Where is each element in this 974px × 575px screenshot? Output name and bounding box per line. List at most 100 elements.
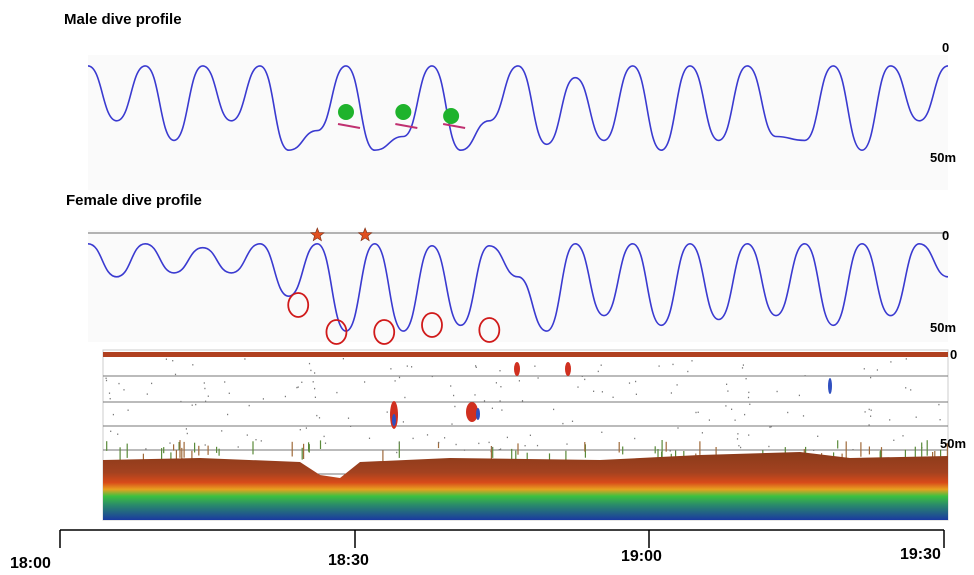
echogram-speck — [870, 415, 872, 417]
echogram-speck — [749, 403, 751, 405]
deep-dive-circle-2 — [325, 319, 348, 345]
time-tick-label-2: 18:30 — [328, 552, 369, 569]
echogram-speck — [105, 379, 108, 382]
echogram-fish-schools — [390, 362, 832, 429]
echogram-speck — [396, 451, 398, 454]
female-dive-trace — [87, 242, 949, 332]
echogram-speck — [914, 446, 916, 462]
echogram-speck — [597, 370, 599, 373]
fish-school-4 — [565, 362, 571, 376]
echogram-speck — [308, 362, 311, 365]
echogram-speck — [499, 370, 501, 372]
echogram-speck — [301, 381, 303, 383]
echogram-speck — [593, 390, 595, 392]
echogram-speck — [314, 387, 316, 390]
echogram-speck — [863, 368, 865, 370]
echogram-speck — [178, 442, 180, 450]
echogram-speck — [926, 440, 928, 456]
echogram-speck — [342, 358, 344, 360]
echogram-speck — [529, 434, 531, 436]
echogram-speck — [336, 391, 338, 394]
echogram-speck — [112, 413, 114, 416]
echogram-speck — [889, 419, 891, 421]
echogram-speck — [260, 440, 262, 442]
echogram-speck — [870, 376, 872, 379]
male-depth-top-label: 0 — [942, 40, 949, 55]
echogram-speck — [571, 420, 574, 422]
echogram-speck — [406, 365, 408, 367]
echogram-speck — [524, 445, 526, 447]
feeding-segment-2 — [395, 123, 418, 129]
echogram-speck — [600, 364, 602, 366]
echogram-speck — [194, 442, 196, 453]
echogram-speck — [921, 442, 923, 457]
echogram-surface-band — [103, 352, 948, 357]
echogram-speck — [905, 358, 907, 360]
male-feeding-markers — [337, 104, 466, 129]
echogram-speck — [669, 450, 671, 452]
dive-trace-line — [87, 242, 949, 332]
echogram-speck — [748, 391, 750, 394]
echogram-speck — [218, 448, 220, 456]
echogram-speck — [601, 431, 603, 433]
echogram-speck — [697, 411, 699, 413]
echogram-speck — [237, 446, 239, 448]
echogram-speck — [813, 449, 815, 451]
echogram-speck — [737, 433, 739, 435]
echogram-speck — [180, 400, 182, 403]
fish-school-1-core — [392, 414, 396, 426]
echogram-speck — [687, 370, 689, 373]
echogram-speck — [495, 382, 497, 384]
echogram-speck — [475, 366, 477, 368]
echogram-speck — [297, 386, 299, 388]
female-event-markers — [287, 227, 501, 345]
echogram-speck — [715, 447, 717, 459]
echogram-speck — [474, 394, 476, 396]
echogram-speck — [151, 382, 153, 385]
echogram-speck — [404, 396, 406, 399]
echogram-speck — [173, 444, 175, 451]
echogram-speck — [248, 404, 250, 407]
male-depth-bottom-label: 50m — [930, 150, 956, 165]
echogram-speck — [110, 430, 112, 432]
echogram-speck — [938, 403, 940, 406]
echogram-speck — [108, 392, 111, 394]
echogram-speck — [515, 450, 517, 463]
echogram-speck — [117, 433, 119, 435]
echogram-speck — [175, 450, 177, 464]
echogram-speck — [940, 449, 942, 458]
echogram-speck — [880, 447, 883, 459]
echogram-speck — [394, 380, 396, 382]
echogram-speck — [398, 441, 400, 458]
echogram-speck — [566, 443, 568, 445]
echogram-speck — [517, 443, 519, 455]
echogram-speck — [553, 408, 555, 411]
echogram-speck — [316, 414, 318, 417]
echogram-speck — [390, 368, 392, 370]
echogram-speck — [324, 442, 327, 444]
echogram-speck — [776, 390, 778, 393]
echogram-speck — [910, 389, 912, 391]
echogram-speck — [677, 427, 679, 429]
echogram-speck — [161, 448, 163, 462]
echogram-speck — [303, 443, 305, 459]
feeding-segment-3 — [442, 123, 466, 129]
echogram-speck — [565, 450, 567, 461]
echogram-speck — [601, 391, 603, 393]
echogram-speck — [511, 448, 513, 463]
dive-trace-line — [87, 65, 949, 152]
echogram-speck — [455, 443, 457, 446]
echogram-speck — [475, 365, 477, 367]
echogram-speck — [934, 451, 936, 461]
echogram-speck — [142, 453, 144, 465]
echogram-speck — [852, 449, 854, 451]
echogram-speck — [725, 405, 727, 407]
echogram-speck — [255, 439, 257, 441]
echogram-speck — [742, 364, 744, 366]
echogram-speck — [738, 445, 740, 447]
echogram-speck — [670, 392, 672, 394]
echogram-speck — [227, 413, 229, 416]
fish-school-2 — [466, 402, 478, 422]
echogram-speck — [943, 439, 945, 441]
echogram-speck — [310, 369, 312, 372]
